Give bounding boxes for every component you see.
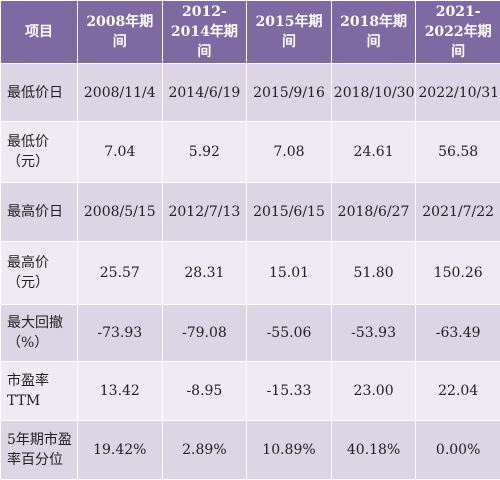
table-cell: 24.61 [331,122,416,183]
header-cell-item: 项目 [1,1,78,64]
table-cell: -8.95 [162,362,247,421]
table-cell: 7.04 [78,122,163,183]
table-cell: 10.89% [247,421,332,480]
header-cell-2015: 2015年期间 [247,1,332,64]
table-cell: 22.04 [416,362,500,421]
table-cell: -53.93 [331,305,416,362]
row-label: 市盈率TTM [1,362,78,421]
table-cell: 2021/7/22 [416,183,500,242]
table-cell: 150.26 [416,242,500,305]
header-cell-2012-2014: 2012-2014年期间 [162,1,247,64]
table-row: 5年期市盈率百分位 19.42% 2.89% 10.89% 40.18% 0.0… [1,421,500,480]
table-cell: 2015/6/15 [247,183,332,242]
table-cell: 2018/6/27 [331,183,416,242]
table-cell: 2.89% [162,421,247,480]
table-cell: -73.93 [78,305,163,362]
table-cell: -55.06 [247,305,332,362]
table-cell: 7.08 [247,122,332,183]
table-cell: 2008/11/4 [78,64,163,122]
table-cell: 23.00 [331,362,416,421]
table-cell: 28.31 [162,242,247,305]
table-cell: -15.33 [247,362,332,421]
table-cell: 56.58 [416,122,500,183]
table-row: 最高价日 2008/5/15 2012/7/13 2015/6/15 2018/… [1,183,500,242]
row-label: 最高价（元） [1,242,78,305]
row-label: 最低价（元） [1,122,78,183]
table-cell: 13.42 [78,362,163,421]
table-cell: 51.80 [331,242,416,305]
table-cell: 2022/10/31 [416,64,500,122]
table-row: 最高价（元） 25.57 28.31 15.01 51.80 150.26 [1,242,500,305]
table-cell: 2008/5/15 [78,183,163,242]
row-label: 最大回撤（%） [1,305,78,362]
row-label: 5年期市盈率百分位 [1,421,78,480]
table-cell: -63.49 [416,305,500,362]
table-cell: 0.00% [416,421,500,480]
table-cell: 2015/9/16 [247,64,332,122]
table-cell: 5.92 [162,122,247,183]
table-cell: 40.18% [331,421,416,480]
header-cell-2018: 2018年期间 [331,1,416,64]
table-row: 最低价日 2008/11/4 2014/6/19 2015/9/16 2018/… [1,64,500,122]
table-row: 最低价（元） 7.04 5.92 7.08 24.61 56.58 [1,122,500,183]
row-label: 最高价日 [1,183,78,242]
table-cell: 15.01 [247,242,332,305]
table-cell: 2012/7/13 [162,183,247,242]
table-row: 最大回撤（%） -73.93 -79.08 -55.06 -53.93 -63.… [1,305,500,362]
table-cell: 2014/6/19 [162,64,247,122]
header-cell-2021-2022: 2021-2022年期间 [416,1,500,64]
row-label: 最低价日 [1,64,78,122]
header-cell-2008: 2008年期间 [78,1,163,64]
table-row: 市盈率TTM 13.42 -8.95 -15.33 23.00 22.04 [1,362,500,421]
table-cell: 25.57 [78,242,163,305]
table-cell: 19.42% [78,421,163,480]
header-row: 项目 2008年期间 2012-2014年期间 2015年期间 2018年期间 … [1,1,500,64]
table-cell: -79.08 [162,305,247,362]
table-cell: 2018/10/30 [331,64,416,122]
